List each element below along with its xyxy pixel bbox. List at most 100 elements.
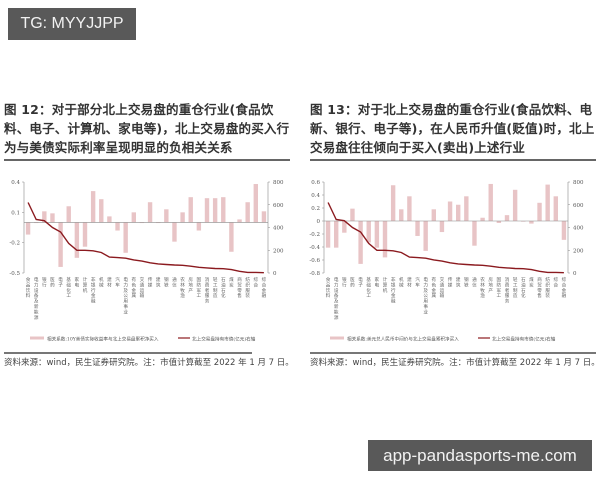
svg-text:及: 及 [123, 288, 128, 294]
svg-text:饮: 饮 [26, 287, 31, 294]
svg-text:融: 融 [562, 292, 567, 299]
svg-text:0.1: 0.1 [11, 210, 20, 216]
svg-text:工: 工 [366, 293, 371, 299]
svg-text:媒: 媒 [448, 281, 453, 288]
svg-text:饮: 饮 [326, 287, 331, 294]
svg-text:炭: 炭 [529, 281, 534, 288]
svg-text:-0.6: -0.6 [309, 258, 320, 264]
svg-text:装: 装 [545, 292, 550, 299]
svg-text:通: 通 [472, 276, 477, 283]
svg-text:200: 200 [573, 248, 584, 254]
svg-text:0.4: 0.4 [11, 180, 20, 186]
svg-text:化: 化 [366, 287, 371, 294]
figure-12-panel: 图 12：对于部分北上交易盘的重仓行业(食品饮料、电子、计算机、家电等)，北上交… [4, 100, 290, 161]
svg-text:合: 合 [262, 281, 267, 288]
svg-text:金: 金 [391, 292, 396, 299]
svg-text:800: 800 [573, 180, 584, 186]
svg-text:600: 600 [273, 203, 284, 209]
svg-text:品: 品 [26, 282, 31, 288]
svg-text:通: 通 [440, 281, 445, 288]
svg-text:服: 服 [205, 293, 210, 299]
svg-text:电: 电 [34, 276, 39, 283]
svg-text:交: 交 [140, 276, 145, 283]
svg-text:金: 金 [91, 292, 96, 299]
svg-text:工: 工 [513, 282, 518, 288]
svg-text:设: 设 [334, 287, 339, 294]
svg-text:牧: 牧 [480, 287, 485, 294]
svg-text:基: 基 [66, 276, 71, 283]
svg-text:铁: 铁 [464, 281, 469, 288]
svg-text:军: 军 [497, 288, 502, 294]
svg-text:0: 0 [573, 271, 577, 277]
svg-text:筑: 筑 [456, 281, 461, 288]
svg-text:综: 综 [253, 276, 258, 283]
figure-13-panel: 图 13：对于北上交易盘的重仓行业(食品饮料、电新、银行、电子等)，在人民币升值… [310, 100, 596, 161]
svg-text:药: 药 [350, 281, 355, 288]
svg-text:业: 业 [423, 308, 428, 315]
svg-text:纺: 纺 [245, 276, 250, 283]
svg-text:林: 林 [180, 281, 185, 288]
svg-text:品: 品 [326, 282, 331, 288]
svg-text:备: 备 [334, 292, 339, 299]
svg-text:电: 电 [334, 276, 339, 283]
svg-text:北上交易盘持有市值(亿元)右轴: 北上交易盘持有市值(亿元)右轴 [192, 336, 256, 343]
figure-13-source: 资料来源：wind，民生证券研究院。注：市值计算截至 2022 年 1 月 7 … [310, 358, 600, 368]
svg-text:0: 0 [317, 219, 321, 225]
svg-text:力: 力 [423, 281, 428, 288]
svg-text:油: 油 [521, 281, 526, 288]
svg-text:-0.4: -0.4 [309, 245, 320, 251]
svg-text:料: 料 [326, 292, 331, 299]
svg-text:建: 建 [407, 276, 412, 283]
svg-text:服: 服 [545, 288, 550, 294]
svg-text:防: 防 [197, 281, 202, 288]
svg-text:相关系数:美元兑人民币中间价与北上交易盘累积净买入: 相关系数:美元兑人民币中间价与北上交易盘累积净买入 [347, 336, 459, 343]
svg-text:电: 电 [423, 276, 428, 283]
svg-text:国: 国 [197, 277, 202, 283]
svg-text:房: 房 [188, 276, 193, 283]
svg-text:媒: 媒 [148, 281, 153, 288]
svg-text:汽: 汽 [115, 276, 120, 283]
svg-text:工: 工 [66, 293, 71, 299]
svg-text:用: 用 [423, 299, 428, 305]
svg-text:输: 输 [140, 292, 145, 299]
svg-text:农: 农 [180, 276, 185, 283]
svg-text:汽: 汽 [415, 276, 420, 283]
svg-text:有: 有 [431, 276, 436, 283]
svg-text:机: 机 [83, 287, 88, 294]
svg-text:轻: 轻 [213, 276, 218, 283]
svg-text:合: 合 [553, 281, 558, 288]
svg-text:林: 林 [480, 281, 485, 288]
svg-text:银: 银 [42, 276, 47, 283]
svg-text:织: 织 [545, 281, 550, 288]
svg-text:行: 行 [91, 287, 96, 294]
svg-text:通: 通 [140, 281, 145, 288]
svg-text:防: 防 [497, 281, 502, 288]
svg-text:建: 建 [156, 276, 161, 283]
svg-text:消: 消 [505, 276, 510, 283]
svg-text:贸: 贸 [537, 281, 542, 288]
svg-text:业: 业 [123, 308, 128, 315]
svg-text:合: 合 [253, 281, 258, 288]
svg-text:子: 子 [358, 281, 363, 288]
svg-text:造: 造 [213, 292, 218, 299]
svg-text:行: 行 [342, 281, 347, 288]
figure-12-source: 资料来源：wind，民生证券研究院。注：市值计算截至 2022 年 1 月 7 … [4, 358, 294, 368]
svg-text:房: 房 [488, 276, 493, 283]
svg-text:融: 融 [91, 298, 96, 305]
svg-text:车: 车 [115, 281, 120, 288]
svg-text:-0.8: -0.8 [309, 271, 320, 277]
svg-text:织: 织 [245, 281, 250, 288]
svg-text:金: 金 [562, 287, 567, 294]
svg-text:工: 工 [197, 293, 202, 299]
svg-text:材: 材 [407, 281, 412, 288]
figure-12-chart: 0.40.1-0.2-0.58006004002000食品饮料电力设备及新能源银… [9, 180, 284, 343]
svg-text:及: 及 [34, 299, 39, 305]
svg-text:-0.5: -0.5 [9, 271, 20, 277]
svg-text:公: 公 [123, 293, 128, 299]
svg-text:金: 金 [431, 287, 436, 294]
svg-text:能: 能 [34, 308, 39, 315]
svg-text:地: 地 [488, 281, 493, 288]
svg-text:-0.2: -0.2 [309, 232, 320, 238]
svg-text:售: 售 [237, 292, 242, 299]
svg-text:医: 医 [350, 277, 355, 283]
